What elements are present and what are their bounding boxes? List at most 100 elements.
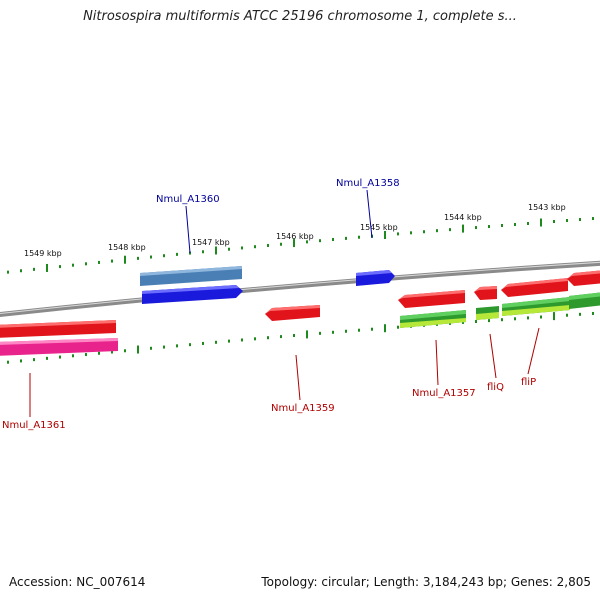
ruler-label-1544: 1544 kbp (444, 213, 482, 222)
ruler-minor-tick (514, 223, 516, 227)
ruler-minor-tick (332, 238, 334, 242)
gene-nmul-a1357[interactable] (398, 290, 466, 328)
ruler-minor-tick (371, 327, 373, 331)
ruler-minor-tick (501, 224, 503, 228)
gene-right-edge[interactable] (567, 270, 600, 309)
ruler-minor-tick (280, 335, 282, 339)
ruler-minor-tick (410, 231, 412, 235)
ruler-minor-tick (150, 346, 152, 350)
ruler-minor-tick (228, 247, 230, 251)
ruler-major-tick (384, 231, 386, 240)
ruler-minor-tick (332, 330, 334, 334)
ruler-label-1546: 1546 kbp (276, 232, 314, 241)
ruler-minor-tick (397, 325, 399, 329)
ruler-minor-tick (85, 353, 87, 357)
ruler-minor-tick (293, 334, 295, 338)
gene-label-nmul-a1359[interactable]: Nmul_A1359 (271, 403, 335, 414)
ruler-minor-tick (124, 349, 126, 353)
ruler-minor-tick (579, 312, 581, 316)
gene-label-fliq[interactable]: fliQ (487, 382, 504, 393)
gene-nmul-a1358[interactable] (356, 270, 395, 286)
ruler-minor-tick (20, 359, 22, 363)
ruler-minor-tick (163, 345, 165, 349)
ruler-minor-tick (215, 340, 217, 344)
ruler-minor-tick (488, 225, 490, 229)
ruler-minor-tick (33, 358, 35, 362)
leader-line-fliq (489, 333, 497, 379)
ruler-major-tick (384, 324, 386, 333)
ruler-minor-tick (592, 217, 594, 221)
ruler-minor-tick (228, 339, 230, 343)
ruler-minor-tick (358, 328, 360, 332)
ruler-minor-tick (85, 262, 87, 266)
ruler-minor-tick (449, 228, 451, 232)
ruler-minor-tick (514, 317, 516, 321)
leader-line-nmul-a1358 (366, 189, 373, 239)
ruler-minor-tick (72, 263, 74, 267)
gene-nmul-a1359[interactable] (265, 305, 320, 321)
ruler-major-tick (124, 255, 126, 264)
gene-label-nmul-a1358[interactable]: Nmul_A1358 (336, 178, 400, 189)
ruler-minor-tick (280, 242, 282, 246)
ruler-label-1548: 1548 kbp (108, 243, 146, 252)
ruler-minor-tick (98, 351, 100, 355)
ruler-minor-tick (98, 260, 100, 264)
ruler-minor-tick (527, 316, 529, 320)
ruler-minor-tick (462, 320, 464, 324)
ruler-minor-tick (59, 355, 61, 359)
ruler-major-tick (293, 239, 295, 248)
ruler-minor-tick (540, 315, 542, 319)
ruler-minor-tick (241, 338, 243, 342)
leader-line-flip (527, 327, 540, 375)
ruler-minor-tick (319, 239, 321, 243)
ruler-minor-tick (202, 341, 204, 345)
gene-label-flip[interactable]: fliP (521, 377, 536, 388)
ruler-minor-tick (20, 269, 22, 273)
ruler-minor-tick (163, 254, 165, 258)
ruler-minor-tick (46, 356, 48, 360)
ruler-minor-tick (137, 256, 139, 260)
gene-label-nmul-a1357[interactable]: Nmul_A1357 (412, 388, 476, 399)
gene-label-nmul-a1360[interactable]: Nmul_A1360 (156, 194, 220, 205)
ruler-minor-tick (436, 229, 438, 233)
ruler-minor-tick (59, 265, 61, 269)
ruler-minor-tick (319, 331, 321, 335)
ruler-major-tick (462, 224, 464, 233)
ruler-minor-tick (358, 235, 360, 239)
ruler-label-1545: 1545 kbp (360, 223, 398, 232)
chromosome-backbone-highlight (0, 261, 600, 314)
ruler-upper (7, 217, 594, 274)
ruler-minor-tick (397, 232, 399, 236)
accession-text: Accession: NC_007614 (9, 575, 146, 589)
ruler-minor-tick (423, 230, 425, 234)
ruler-minor-tick (189, 343, 191, 347)
ruler-minor-tick (345, 236, 347, 240)
ruler-minor-tick (150, 255, 152, 259)
gene-fliq[interactable] (474, 286, 499, 320)
ruler-minor-tick (488, 319, 490, 323)
ruler-minor-tick (566, 219, 568, 223)
ruler-minor-tick (176, 252, 178, 256)
ruler-label-1547: 1547 kbp (192, 238, 230, 247)
chromosome-backbone (0, 260, 600, 317)
ruler-minor-tick (475, 320, 477, 324)
ruler-major-tick (540, 218, 542, 227)
ruler-label-1543: 1543 kbp (528, 203, 566, 212)
ruler-label-1549: 1549 kbp (24, 249, 62, 258)
gene-label-nmul-a1361[interactable]: Nmul_A1361 (2, 420, 66, 431)
gene-nmul-a1360[interactable] (140, 266, 243, 304)
ruler-lower (7, 311, 594, 364)
ruler-minor-tick (111, 259, 113, 263)
ruler-minor-tick (553, 220, 555, 224)
ruler-minor-tick (475, 226, 477, 230)
ruler-major-tick (137, 345, 139, 354)
page-title: Nitrosospira multiformis ATCC 25196 chro… (83, 9, 517, 24)
ruler-minor-tick (33, 267, 35, 271)
ruler-major-tick (553, 312, 555, 321)
ruler-major-tick (46, 263, 48, 272)
ruler-minor-tick (202, 250, 204, 254)
ruler-minor-tick (7, 360, 9, 364)
gene-flip[interactable] (501, 278, 570, 316)
gene-nmul-a1361[interactable] (0, 320, 118, 356)
